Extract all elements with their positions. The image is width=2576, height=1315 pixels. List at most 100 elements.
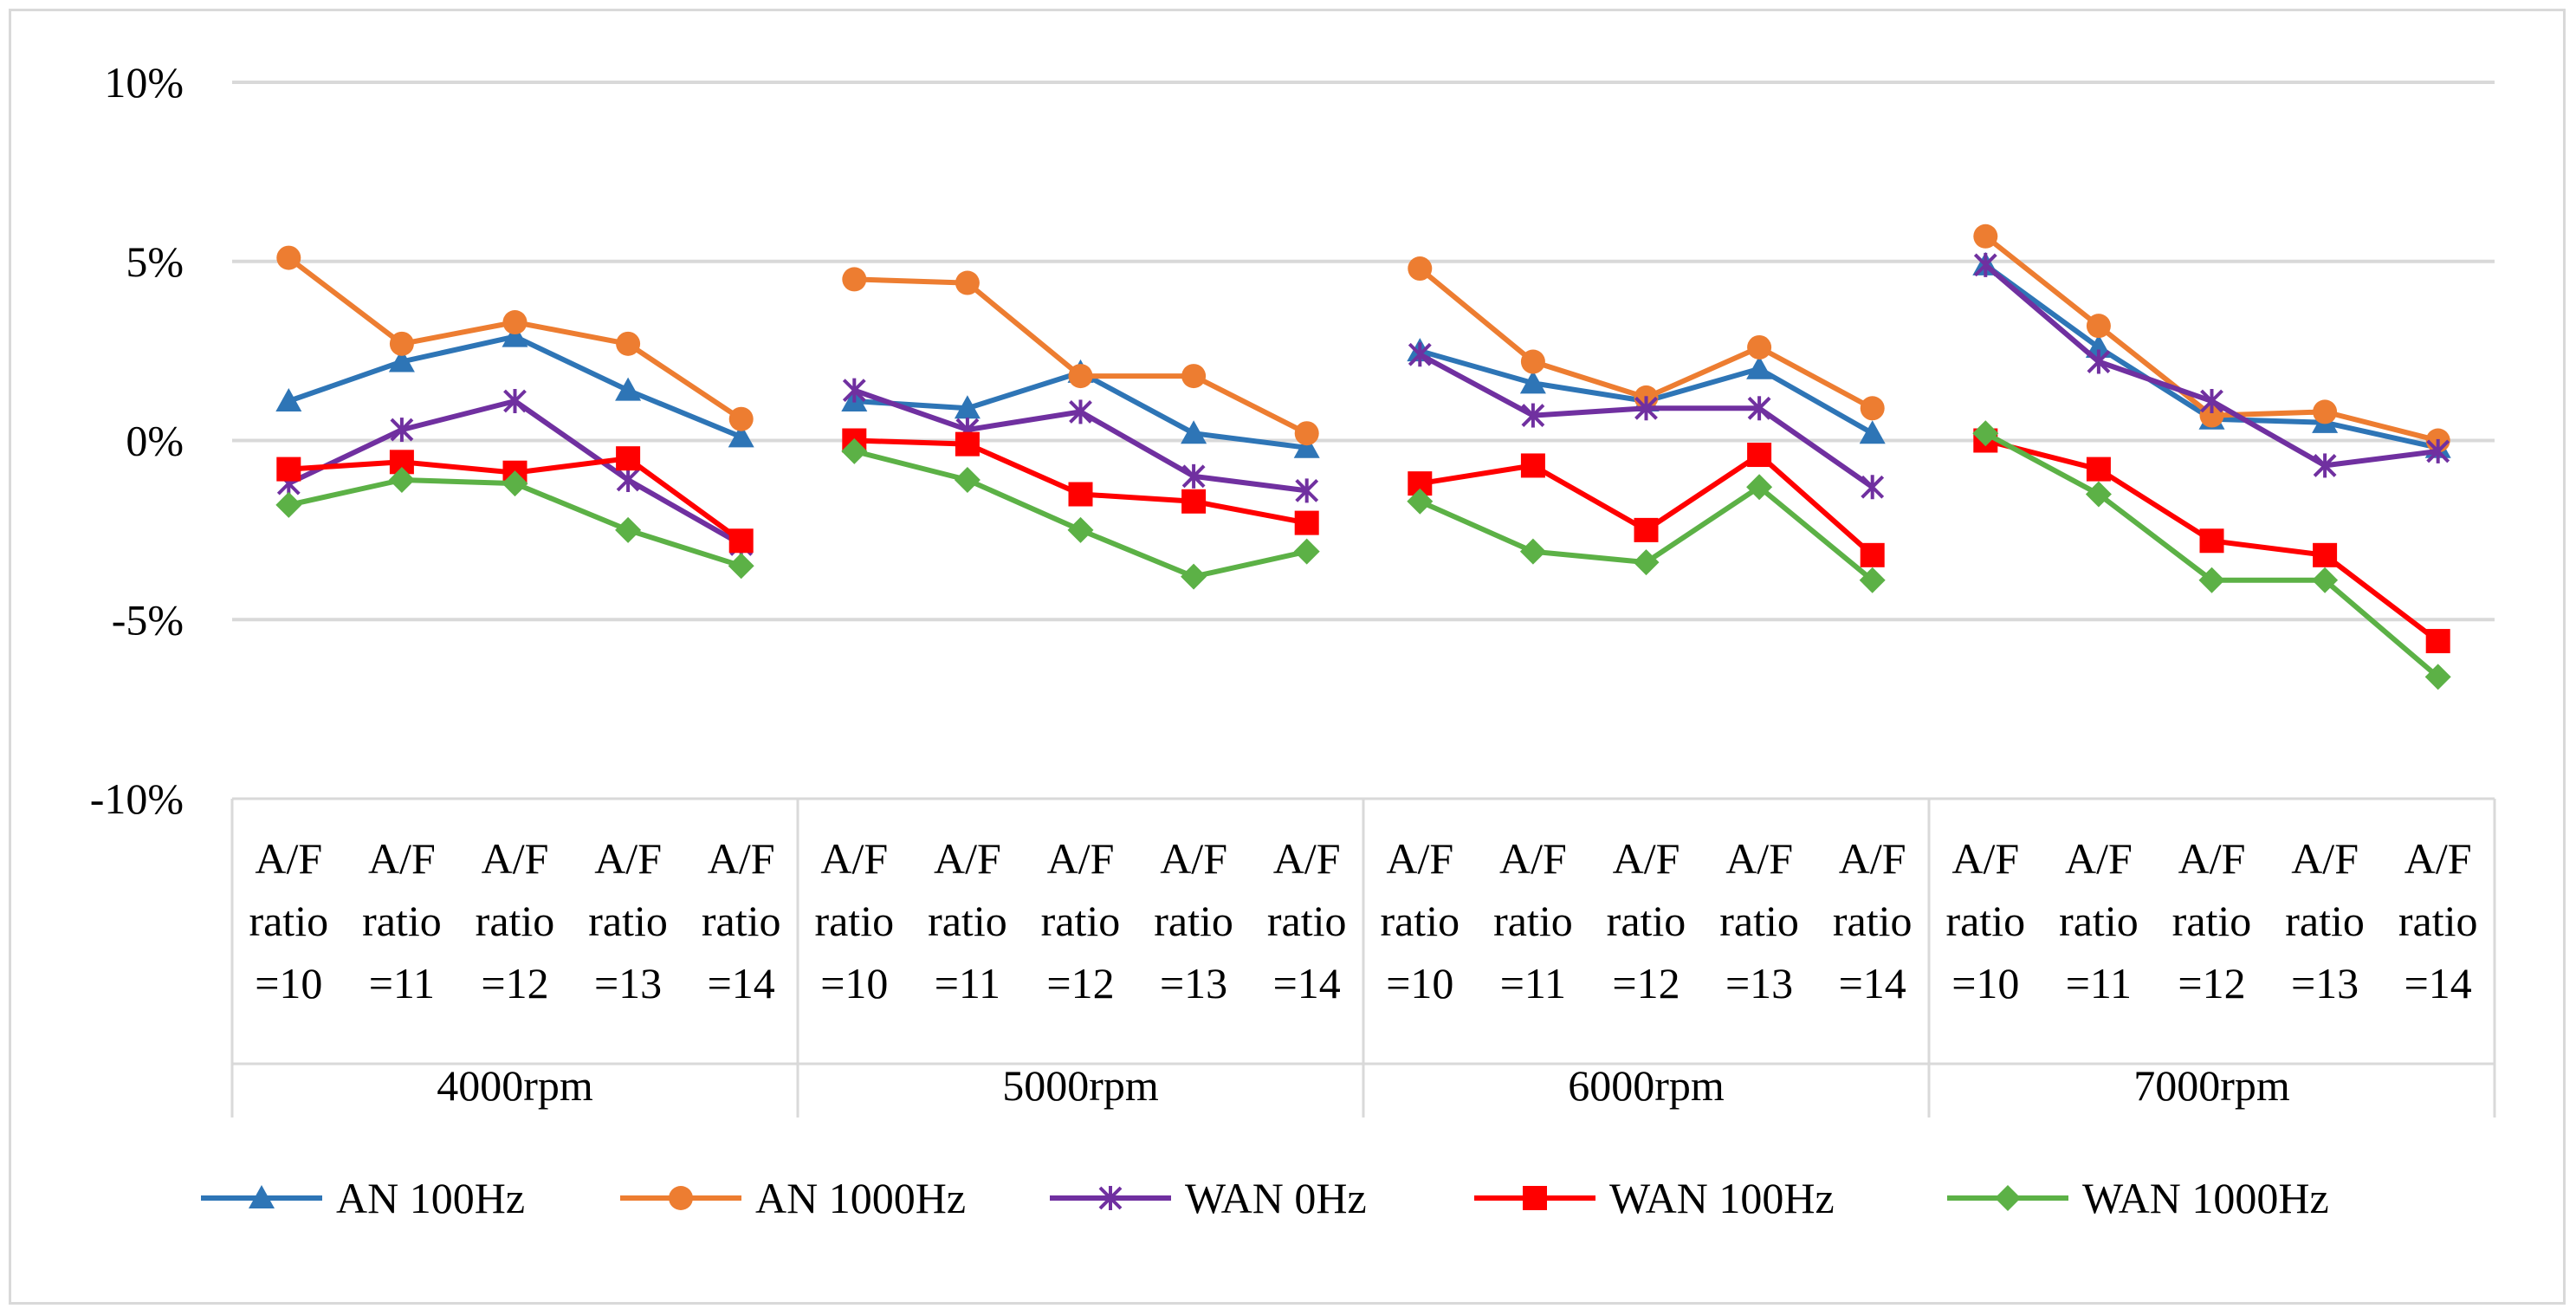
data-point <box>954 395 981 419</box>
data-point <box>389 331 414 356</box>
legend-label: WAN 0Hz <box>1185 1174 1367 1222</box>
data-point <box>954 466 981 493</box>
x-tick-label: ratio <box>1267 897 1347 945</box>
data-point <box>502 310 527 335</box>
data-point <box>1746 355 1773 379</box>
legend-label: AN 100Hz <box>336 1174 525 1222</box>
data-point <box>388 348 415 372</box>
data-point <box>728 553 754 580</box>
data-point <box>1181 463 1206 489</box>
chart-frame <box>9 9 2566 1305</box>
data-point <box>1181 364 1207 389</box>
x-tick-label: =14 <box>2404 959 2472 1007</box>
legend-label: WAN 100Hz <box>1609 1174 1835 1222</box>
x-tick-label: =10 <box>1951 959 2019 1007</box>
data-point <box>2085 481 2112 508</box>
data-point <box>1294 421 1319 446</box>
x-tick-label: ratio <box>1945 897 2025 945</box>
y-tick-label: 5% <box>126 237 184 286</box>
data-point <box>1520 349 1545 374</box>
x-tick-label: ratio <box>1041 897 1121 945</box>
data-point <box>669 1186 693 1210</box>
data-point <box>2198 567 2225 593</box>
group-label: 7000rpm <box>2133 1061 2290 1110</box>
x-tick-label: ratio <box>2398 897 2478 945</box>
x-tick-label: A/F <box>2291 834 2359 883</box>
data-point <box>1634 396 1658 421</box>
x-tick-label: =13 <box>594 959 662 1007</box>
data-point <box>1973 252 1997 277</box>
x-tick-label: A/F <box>934 834 1001 883</box>
data-point <box>615 377 642 401</box>
series-line <box>1984 431 2440 679</box>
data-point <box>728 406 754 431</box>
series-wan-1000hz <box>275 420 2451 690</box>
data-point <box>1634 517 1659 542</box>
data-point <box>1519 538 1546 565</box>
data-point <box>276 457 301 482</box>
data-point <box>249 1185 275 1208</box>
data-point <box>1067 516 1094 543</box>
series-wan-0hz <box>276 252 2450 557</box>
x-tick-label: A/F <box>820 834 888 883</box>
data-point <box>2313 399 2338 424</box>
legend-item: WAN 1000Hz <box>1947 1174 2329 1222</box>
data-point <box>1408 256 1433 282</box>
x-tick-label: ratio <box>1607 897 1686 945</box>
data-point <box>388 466 415 493</box>
data-point <box>2085 334 2112 358</box>
x-tick-label: ratio <box>2059 897 2139 945</box>
data-point <box>955 270 980 295</box>
data-point <box>1068 364 1093 389</box>
data-point <box>1972 420 1999 447</box>
data-point <box>2424 664 2451 690</box>
x-tick-label: A/F <box>1725 834 1793 883</box>
data-point <box>1407 488 1434 515</box>
x-tick-label: A/F <box>482 834 549 883</box>
x-tick-label: ratio <box>476 897 555 945</box>
data-point <box>1973 223 1998 249</box>
x-tick-label: ratio <box>1493 897 1573 945</box>
x-tick-label: A/F <box>368 834 436 883</box>
x-tick-label: =12 <box>1046 959 1114 1007</box>
x-tick-label: A/F <box>1386 834 1453 883</box>
data-point <box>1069 399 1092 424</box>
x-tick-label: ratio <box>2172 897 2252 945</box>
x-tick-label: ratio <box>362 897 442 945</box>
x-tick-label: =14 <box>1839 959 1906 1007</box>
data-point <box>728 528 754 554</box>
series-line <box>853 448 1308 580</box>
data-point <box>275 388 302 412</box>
data-point <box>2426 438 2450 463</box>
data-point <box>616 467 640 492</box>
x-tick-label: A/F <box>2065 834 2133 883</box>
x-tick-label: A/F <box>1160 834 1227 883</box>
legend-label: WAN 1000Hz <box>2082 1174 2329 1222</box>
data-point <box>2199 528 2224 554</box>
x-tick-label: A/F <box>255 834 322 883</box>
x-tick-label: =11 <box>935 959 1000 1007</box>
series-line <box>1984 262 2439 469</box>
data-point <box>1633 549 1660 576</box>
data-point <box>1293 538 1320 565</box>
x-tick-label: =13 <box>1160 959 1227 1007</box>
gridlines <box>232 81 2495 622</box>
data-point <box>2313 453 2337 478</box>
data-point <box>2312 567 2339 593</box>
data-point <box>1295 478 1319 503</box>
x-tick-label: A/F <box>1951 834 2019 883</box>
data-point <box>1519 370 1546 394</box>
data-point <box>502 323 528 347</box>
data-point <box>1294 510 1319 535</box>
data-point <box>841 437 868 464</box>
data-point <box>390 418 414 443</box>
group-label: 4000rpm <box>437 1061 593 1110</box>
data-point <box>1747 334 1772 360</box>
x-axis <box>230 797 2496 1117</box>
data-point <box>275 491 302 518</box>
x-tick-label: A/F <box>2404 834 2472 883</box>
series-line <box>288 334 742 440</box>
x-tick-label: =11 <box>2066 959 2132 1007</box>
data-point <box>2086 457 2111 482</box>
